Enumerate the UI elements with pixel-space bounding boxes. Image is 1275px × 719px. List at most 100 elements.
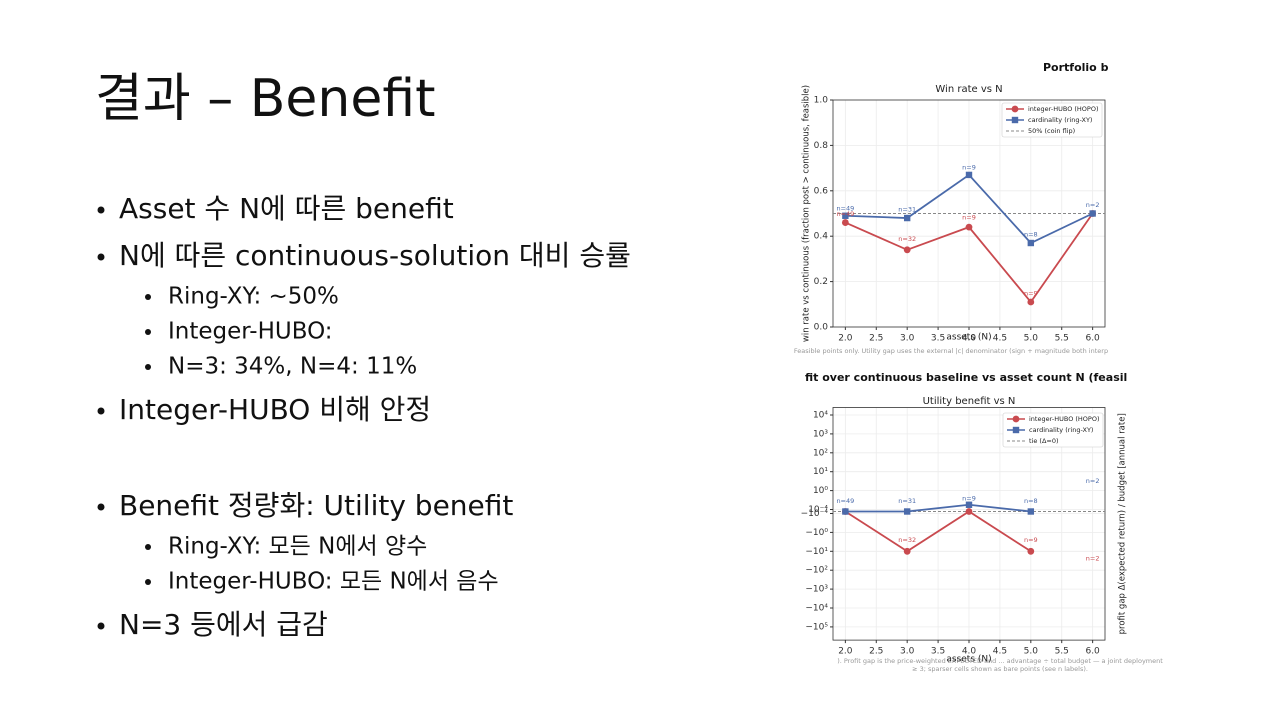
annotation: n=8	[1024, 497, 1038, 505]
bullet-text: Integer-HUBO 비해 안정	[119, 393, 431, 426]
chart-title: Win rate vs N	[935, 84, 1002, 95]
legend-label: tie (Δ=0)	[1029, 437, 1059, 445]
x-tick-label: 3.0	[900, 647, 915, 657]
annotation: n=49	[836, 204, 854, 212]
point	[903, 508, 911, 515]
annotation: n=49	[836, 497, 854, 505]
point	[965, 171, 973, 179]
annotation: n=2	[1086, 555, 1100, 563]
point	[903, 547, 911, 555]
x-tick-label: 4.0	[962, 334, 977, 344]
bullet-dot	[97, 622, 105, 630]
x-tick-label: 5.5	[1055, 647, 1069, 657]
point	[1027, 298, 1035, 306]
sub-bullet-text: Integer-HUBO:	[168, 319, 333, 345]
annotation: n=9	[962, 213, 976, 221]
annotation: n=32	[898, 235, 916, 243]
sub-bullet-dot	[145, 294, 151, 300]
bullet-text: Benefit 정량화: Utility benefit	[119, 489, 513, 522]
x-tick-label: 5.5	[1055, 334, 1069, 344]
y-tick-label: 10¹	[813, 467, 828, 477]
x-tick-label: 3.5	[931, 334, 945, 344]
sub-bullet-dot	[145, 579, 151, 585]
chart-suptitle: Portfolio b	[1043, 61, 1109, 74]
legend-box	[1001, 102, 1103, 138]
y-tick-label: 0.2	[814, 277, 828, 287]
y-tick-label: −10²	[805, 566, 828, 576]
bullet-dot	[97, 206, 105, 214]
y-tick-label: 0.8	[814, 141, 829, 151]
legend-marker	[1012, 415, 1020, 423]
legend-label: 50% (coin flip)	[1028, 127, 1075, 135]
y-axis-label: profit gap Δ(expected return) / budget […	[1118, 413, 1128, 634]
y-tick-label: 10²	[813, 448, 828, 458]
legend-label: cardinality (ring-XY)	[1028, 116, 1092, 124]
x-tick-label: 4.5	[993, 647, 1007, 657]
x-axis-label: assets (N)	[946, 655, 991, 665]
bullet-text: N에 따른 continuous-solution 대비 승률	[119, 239, 631, 272]
y-tick-label: 1.0	[814, 96, 829, 106]
point	[841, 219, 849, 226]
annotation: n=9	[962, 164, 976, 172]
y-tick-label: 10⁴	[813, 411, 828, 421]
point	[1027, 239, 1035, 247]
y-tick-label: −10⁰	[805, 528, 828, 538]
series-line	[844, 510, 1032, 553]
x-tick-label: 4.5	[993, 334, 1007, 344]
bullet-text: Asset 수 N에 따른 benefit	[119, 192, 454, 225]
bullet-dot	[97, 503, 105, 511]
point	[965, 223, 973, 231]
sub-bullet-text: Ring-XY: ~50%	[168, 284, 339, 310]
annotation: n=9	[1024, 289, 1038, 297]
y-tick-label: 0.0	[814, 323, 829, 333]
y-tick-label: 0.4	[814, 232, 829, 242]
point	[965, 501, 973, 508]
point	[842, 508, 849, 515]
x-tick-label: 2.5	[869, 334, 883, 344]
chart-suptitle: fit over continuous baseline vs asset co…	[805, 371, 1127, 384]
point	[1089, 210, 1096, 217]
chart-title: Utility benefit vs N	[923, 396, 1016, 407]
annotation: n=32	[898, 536, 916, 544]
point	[965, 508, 973, 515]
annotation: n=31	[898, 206, 916, 214]
annotation: n=2	[1086, 201, 1100, 209]
sub-bullet-text: Ring-XY: 모든 N에서 양수	[168, 534, 427, 560]
annotation: n=2	[1086, 477, 1100, 485]
x-axis-label: assets (N)	[946, 333, 991, 343]
y-tick-label: 0.6	[814, 186, 829, 196]
legend-marker	[1011, 116, 1019, 124]
sub-bullet-text: N=3: 34%, N=4: 11%	[168, 354, 417, 380]
bullet-text: N=3 등에서 급감	[119, 608, 328, 641]
legend-label: integer-HUBO (HOPO)	[1028, 105, 1098, 113]
bullet-dot	[97, 407, 105, 415]
annotation: n=9	[1024, 536, 1038, 544]
x-tick-label: 5.0	[1024, 647, 1039, 657]
x-tick-label: 3.5	[931, 647, 945, 657]
sub-bullet-dot	[145, 329, 151, 335]
x-tick-label: 3.0	[900, 334, 915, 344]
point	[903, 214, 911, 222]
sub-bullet-dot	[145, 364, 151, 370]
legend-label: cardinality (ring-XY)	[1029, 426, 1093, 434]
y-tick-label: 10⁰	[813, 486, 828, 496]
annotation: n=49	[836, 210, 854, 218]
y-tick-label: −10¹	[805, 547, 828, 557]
legend-marker	[1011, 105, 1019, 113]
x-tick-label: 2.5	[869, 647, 883, 657]
slide-title: 결과 – Benefit	[95, 69, 436, 129]
chart-note: Feasible points only. Utility gap uses t…	[794, 347, 1108, 355]
x-tick-label: 6.0	[1085, 647, 1100, 657]
x-tick-label: 6.0	[1085, 334, 1100, 344]
bullet-dot	[97, 253, 105, 261]
x-tick-label: 5.0	[1024, 334, 1039, 344]
legend-marker	[1012, 426, 1020, 434]
x-tick-label: 2.0	[838, 647, 853, 657]
legend-label: integer-HUBO (HOPO)	[1029, 415, 1099, 423]
y-axis-label: win rate vs continuous (fraction post > …	[802, 85, 812, 342]
chart-note: ). Profit gap is the price-weighted EXPE…	[837, 657, 1163, 665]
y-tick-label: −10⁵	[805, 622, 828, 632]
chart-note: ≥ 3; sparser cells shown as bare points …	[912, 665, 1088, 673]
